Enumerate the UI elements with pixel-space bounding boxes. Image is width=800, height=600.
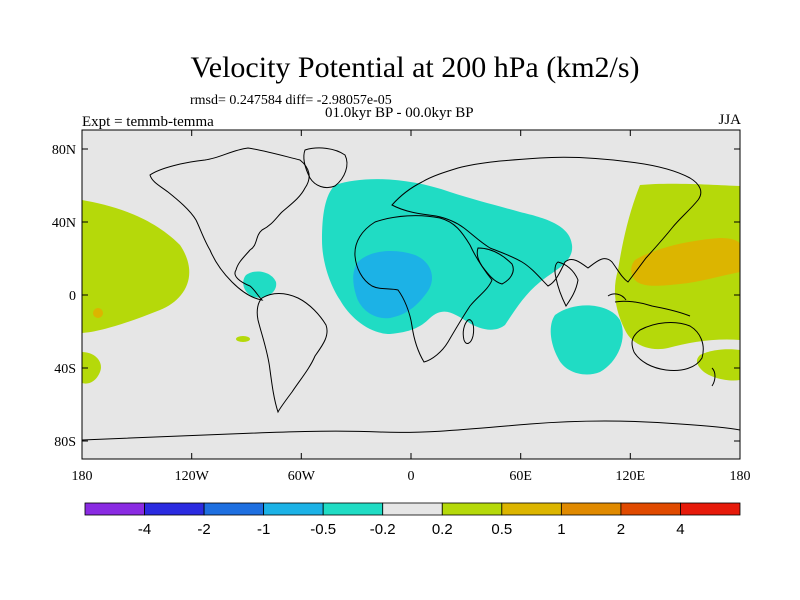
colorbar-swatch xyxy=(501,502,562,516)
anomaly-indian-ocean xyxy=(550,305,623,375)
season-label: JJA xyxy=(718,112,741,128)
coast-eurasia xyxy=(391,156,702,287)
colorbar-swatch xyxy=(263,502,324,516)
anomaly-orange-spot xyxy=(93,308,103,318)
coast-north-america xyxy=(149,147,310,301)
colorbar-label: 2 xyxy=(617,521,625,538)
anomaly-south-pacific-small xyxy=(82,352,101,384)
lon-label: 180 xyxy=(730,469,751,484)
colorbar-label: -0.2 xyxy=(370,521,396,538)
colorbar-label: -1 xyxy=(257,521,270,538)
colorbar-swatch xyxy=(84,502,145,516)
colorbar-swatch xyxy=(382,502,443,516)
colorbar-swatch xyxy=(620,502,681,516)
lat-label: 40N xyxy=(52,216,76,231)
coast-indonesia xyxy=(607,293,691,317)
coast-new-zealand xyxy=(711,367,716,387)
coast-greenland xyxy=(303,147,348,189)
colorbar-label: -0.5 xyxy=(310,521,336,538)
stats-subtitle: rmsd= 0.247584 diff= -2.98057e-05 xyxy=(190,93,392,108)
colorbar-swatch xyxy=(203,502,265,516)
period-subtitle: 01.0kyr BP - 00.0kyr BP xyxy=(325,105,474,121)
anomaly-pacific-east-core xyxy=(631,238,740,286)
coast-antarctica xyxy=(82,420,740,441)
coast-india xyxy=(554,261,579,307)
coast-south-america xyxy=(256,293,328,414)
colorbar-label: 4 xyxy=(676,521,684,538)
colorbar-swatch xyxy=(680,502,741,516)
coast-africa xyxy=(354,215,493,363)
lon-label: 60E xyxy=(509,469,532,484)
anomaly-pacific-west xyxy=(82,200,190,333)
colorbar-label: -4 xyxy=(138,521,151,538)
lat-axis: 80N 40N 0 40S 80S xyxy=(52,143,740,450)
colorbar-label: 0.5 xyxy=(491,521,512,538)
anomaly-pacific-dot xyxy=(236,336,250,342)
lon-label: 120W xyxy=(175,469,210,484)
colorbar-label: 1 xyxy=(557,521,565,538)
experiment-label: Expt = temmb-temma xyxy=(82,114,214,130)
lat-label: 80S xyxy=(54,435,76,450)
coast-australia xyxy=(631,322,704,371)
lon-label: 120E xyxy=(616,469,646,484)
chart-title: Velocity Potential at 200 hPa (km2/s) xyxy=(190,51,640,84)
lon-label: 60W xyxy=(288,469,316,484)
colorbar-swatch xyxy=(322,502,384,516)
anomaly-caribbean xyxy=(243,271,277,298)
anomaly-south-pacific-east xyxy=(696,349,740,381)
colorbar-swatch xyxy=(560,502,622,516)
colorbar-swatch xyxy=(441,502,503,516)
lon-axis: 180 120W 60W 0 60E 120E 180 xyxy=(72,130,751,484)
anomaly-africa-core xyxy=(353,250,433,319)
coastlines xyxy=(82,147,740,441)
lat-label: 0 xyxy=(69,289,76,304)
contour-fills xyxy=(82,179,740,384)
coast-madagascar xyxy=(462,319,475,344)
colorbar: -4 -2 -1 -0.5 -0.2 0.2 0.5 1 2 4 xyxy=(84,502,741,538)
colorbar-label: 0.2 xyxy=(432,521,453,538)
colorbar-swatch xyxy=(144,502,205,516)
lat-label: 40S xyxy=(54,362,76,377)
lon-label: 0 xyxy=(408,469,415,484)
coast-arabia xyxy=(476,247,514,285)
lat-label: 80N xyxy=(52,143,76,158)
colorbar-label: -2 xyxy=(197,521,210,538)
lon-label: 180 xyxy=(72,469,93,484)
